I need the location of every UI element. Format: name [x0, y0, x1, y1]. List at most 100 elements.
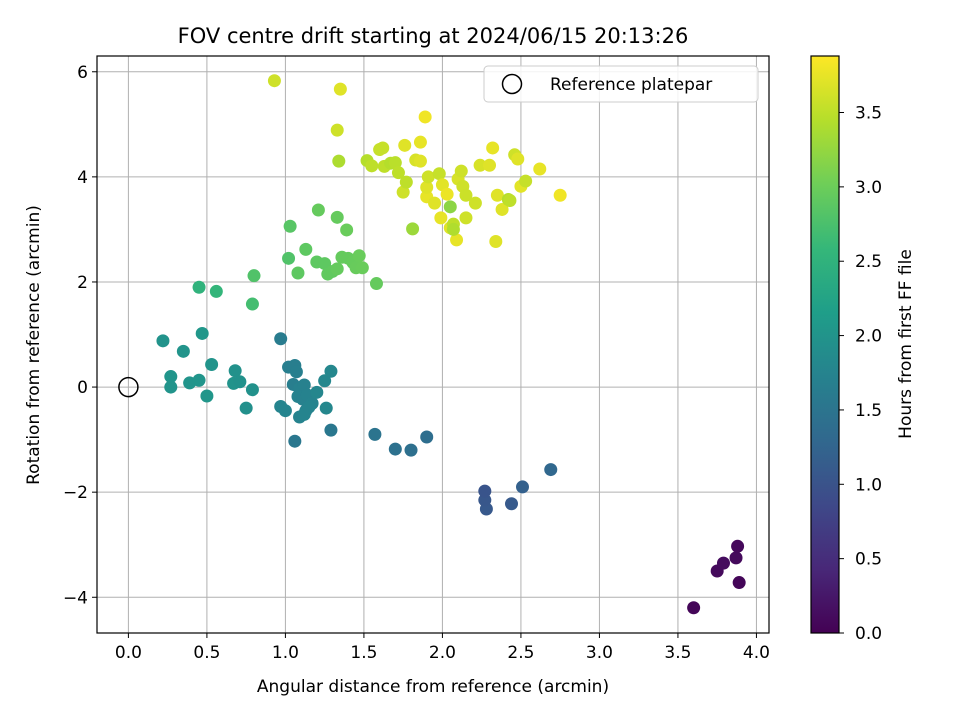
- data-point: [421, 170, 435, 184]
- data-point: [418, 110, 432, 124]
- data-point: [164, 380, 178, 394]
- legend-box: [483, 65, 759, 103]
- data-point: [413, 154, 427, 168]
- colorbar-tick-label: 2.5: [855, 252, 882, 272]
- data-point: [515, 480, 529, 494]
- data-point: [233, 375, 247, 389]
- data-point: [239, 401, 253, 415]
- data-point: [388, 442, 402, 456]
- data-point: [352, 249, 366, 263]
- x-tick-label: 0.0: [115, 643, 142, 663]
- colorbar-tick-label: 1.0: [855, 475, 882, 495]
- y-tick-label: 4: [77, 168, 88, 188]
- data-point: [297, 378, 311, 392]
- legend[interactable]: Reference platepar: [483, 65, 759, 103]
- x-axis-label: Angular distance from reference (arcmin): [257, 677, 609, 697]
- x-tick-label: 2.0: [429, 643, 456, 663]
- data-point: [283, 219, 297, 233]
- data-point: [156, 334, 170, 348]
- data-point: [489, 235, 503, 249]
- data-point: [732, 576, 746, 590]
- colorbar-label: Hours from first FF file: [896, 249, 916, 439]
- data-point: [195, 326, 209, 340]
- data-point: [330, 210, 344, 224]
- data-point: [200, 389, 214, 403]
- data-point: [553, 188, 567, 202]
- data-point: [368, 427, 382, 441]
- data-point: [388, 156, 402, 170]
- reference-platepar-marker: [118, 376, 139, 398]
- data-point: [164, 370, 178, 384]
- data-point: [716, 556, 730, 570]
- x-tick-label: 0.5: [193, 643, 220, 663]
- data-point: [324, 364, 338, 378]
- data-point: [391, 166, 405, 180]
- data-point: [332, 154, 346, 168]
- data-point: [209, 284, 223, 298]
- data-point: [319, 401, 333, 415]
- colorbar-tick-label: 0.5: [855, 550, 882, 570]
- data-point: [729, 551, 743, 565]
- data-point: [245, 297, 259, 311]
- y-axis-label: Rotation from reference (arcmin): [24, 205, 44, 485]
- data-point: [282, 251, 296, 265]
- data-point: [434, 211, 448, 225]
- scatter-points: [118, 74, 746, 615]
- chart-title: FOV centre drift starting at 2024/06/15 …: [178, 24, 689, 48]
- x-tick-label: 3.0: [586, 643, 613, 663]
- data-point: [318, 257, 332, 271]
- data-point: [459, 188, 473, 202]
- data-point: [428, 196, 442, 210]
- data-point: [406, 222, 420, 236]
- x-tick-label: 2.5: [507, 643, 534, 663]
- data-point: [289, 365, 303, 379]
- data-point: [443, 200, 457, 214]
- data-point: [486, 141, 500, 155]
- legend-label-reference: Reference platepar: [550, 75, 712, 95]
- colorbar-gradient: [810, 55, 840, 634]
- data-point: [396, 185, 410, 199]
- data-point: [399, 175, 413, 189]
- data-point: [376, 141, 390, 155]
- plot-axes: 0.0 0.5 1.0 1.5 2.0 2.5 3.0 3.5 4.0 −4 −2 0 2 4 6: [63, 55, 770, 663]
- data-point: [330, 123, 344, 137]
- data-point: [267, 74, 281, 88]
- data-point: [473, 158, 487, 172]
- data-point: [478, 493, 492, 507]
- plot-frame: [96, 55, 770, 634]
- x-tick-label: 1.5: [350, 643, 377, 663]
- data-point: [495, 202, 509, 216]
- data-point: [192, 373, 206, 387]
- legend-marker-reference: [501, 73, 523, 95]
- data-point: [205, 357, 219, 371]
- data-point: [446, 222, 460, 236]
- data-point: [420, 430, 434, 444]
- data-point: [318, 374, 332, 388]
- data-point: [413, 135, 427, 149]
- colorbar: 0.0 0.5 1.0 1.5 2.0 2.5 3.0 3.5 Hours from firs…: [810, 55, 916, 644]
- y-tick-label: 0: [77, 378, 88, 398]
- x-tick-label: 1.0: [272, 643, 299, 663]
- data-point: [355, 261, 369, 275]
- data-point: [278, 404, 292, 418]
- data-point: [369, 277, 383, 291]
- y-tick-label: −4: [63, 588, 88, 608]
- colorbar-ticks: 0.0 0.5 1.0 1.5 2.0 2.5 3.0 3.5: [839, 104, 882, 644]
- data-point: [483, 158, 497, 172]
- data-point: [432, 167, 446, 181]
- colorbar-tick-label: 3.5: [855, 104, 882, 124]
- data-point: [687, 601, 701, 615]
- data-point: [288, 434, 302, 448]
- data-point: [404, 443, 418, 457]
- colorbar-tick-label: 0.0: [855, 624, 882, 644]
- data-point: [274, 332, 288, 346]
- y-tick-label: 2: [77, 273, 88, 293]
- y-tick-label: −2: [63, 483, 88, 503]
- data-point: [311, 203, 325, 217]
- data-point: [365, 159, 379, 173]
- data-point: [511, 152, 525, 166]
- data-point: [450, 233, 464, 247]
- data-point: [228, 364, 242, 378]
- data-point: [398, 138, 412, 152]
